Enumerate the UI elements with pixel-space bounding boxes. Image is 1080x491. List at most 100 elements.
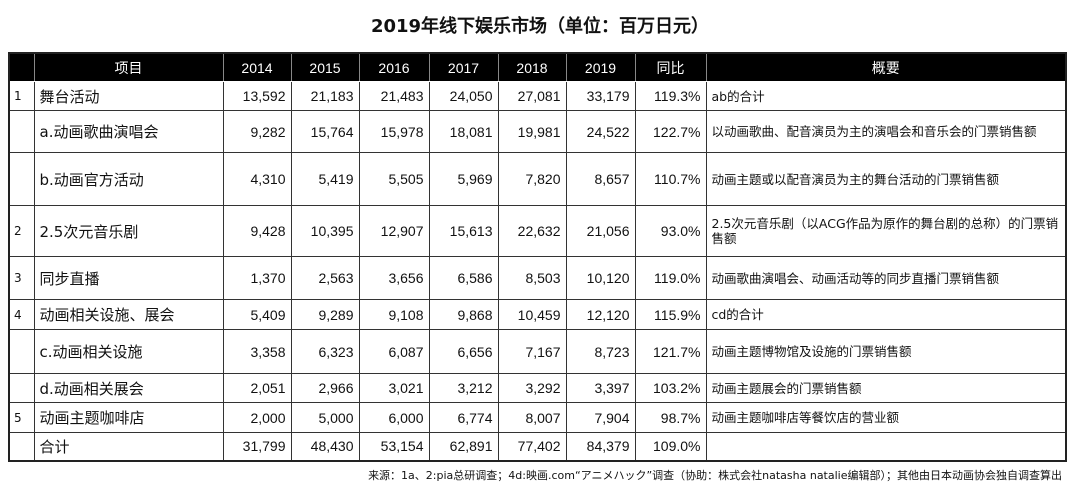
value-cell: 110.7% [634,152,707,206]
value-cell: 103.2% [634,373,707,403]
value-cell: 18,081 [428,110,499,153]
description: ab的合计 [705,81,1067,111]
row-index: 3 [8,256,35,300]
value-cell: 15,978 [358,110,430,153]
value-cell: 119.3% [634,81,707,111]
value-cell: 6,323 [290,329,360,374]
description: 以动画歌曲、配音演员为主的演唱会和音乐会的门票销售额 [705,110,1067,153]
value-cell: 8,723 [565,329,636,374]
item-name: d.动画相关展会 [33,373,224,403]
item-name: 动画主题咖啡店 [33,402,224,433]
value-cell: 21,183 [290,81,360,111]
column-header: 项目 [33,52,224,82]
value-cell: 8,007 [497,402,567,433]
description: cd的合计 [705,299,1067,330]
value-cell: 10,120 [565,256,636,300]
value-cell: 48,430 [290,432,360,461]
item-name: 同步直播 [33,256,224,300]
value-cell: 3,397 [565,373,636,403]
value-cell: 9,282 [222,110,292,153]
value-cell: 6,000 [358,402,430,433]
value-cell: 24,050 [428,81,499,111]
row-index: 5 [8,402,35,433]
table-row: 4 动画相关设施、展会 5,409 9,289 9,108 9,868 10,459 12,1… [8,299,1067,330]
value-cell: 5,969 [428,152,499,206]
value-cell: 122.7% [634,110,707,153]
value-cell: 109.0% [634,432,707,461]
value-cell: 3,358 [222,329,292,374]
value-cell: 6,774 [428,402,499,433]
value-cell: 5,505 [358,152,430,206]
value-cell: 7,167 [497,329,567,374]
value-cell: 8,657 [565,152,636,206]
row-index [8,329,35,374]
table-row: 合计 31,799 48,430 53,154 62,891 77,402 84,379 10… [8,432,1067,461]
description: 2.5次元音乐剧（以ACG作品为原作的舞台剧的总称）的门票销售额 [705,205,1067,257]
row-index: 4 [8,299,35,330]
market-table: 项目 2014 2015 2016 2017 2018 2019 同比 概要 1 舞台活动 13,5… [8,52,1067,462]
value-cell: 2,563 [290,256,360,300]
column-header [8,52,35,82]
value-cell: 13,592 [222,81,292,111]
value-cell: 53,154 [358,432,430,461]
column-header: 2014 [222,52,292,82]
value-cell: 84,379 [565,432,636,461]
row-index [8,373,35,403]
value-cell: 119.0% [634,256,707,300]
table-row: a.动画歌曲演唱会 9,282 15,764 15,978 18,081 19,981 24… [8,110,1067,153]
column-header: 2016 [358,52,430,82]
value-cell: 121.7% [634,329,707,374]
value-cell: 5,409 [222,299,292,330]
value-cell: 115.9% [634,299,707,330]
value-cell: 15,764 [290,110,360,153]
value-cell: 2,966 [290,373,360,403]
value-cell: 3,292 [497,373,567,403]
value-cell: 22,632 [497,205,567,257]
row-index [8,110,35,153]
value-cell: 21,483 [358,81,430,111]
column-header: 2018 [497,52,567,82]
table-row: 1 舞台活动 13,592 21,183 21,483 24,050 27,081 33,17… [8,81,1067,111]
description: 动画主题或以配音演员为主的舞台活动的门票销售额 [705,152,1067,206]
description: 动画主题咖啡店等餐饮店的营业额 [705,402,1067,433]
value-cell: 33,179 [565,81,636,111]
value-cell: 4,310 [222,152,292,206]
value-cell: 19,981 [497,110,567,153]
value-cell: 3,021 [358,373,430,403]
value-cell: 5,419 [290,152,360,206]
value-cell: 2,051 [222,373,292,403]
value-cell: 12,907 [358,205,430,257]
table-row: 3 同步直播 1,370 2,563 3,656 6,586 8,503 10,120 119.… [8,256,1067,300]
value-cell: 9,289 [290,299,360,330]
item-name: b.动画官方活动 [33,152,224,206]
value-cell: 7,904 [565,402,636,433]
value-cell: 8,503 [497,256,567,300]
value-cell: 6,087 [358,329,430,374]
value-cell: 3,656 [358,256,430,300]
value-cell: 1,370 [222,256,292,300]
column-header: 概要 [705,52,1067,82]
column-header: 2015 [290,52,360,82]
item-name: c.动画相关设施 [33,329,224,374]
value-cell: 7,820 [497,152,567,206]
item-name: 2.5次元音乐剧 [33,205,224,257]
value-cell: 2,000 [222,402,292,433]
table-row: d.动画相关展会 2,051 2,966 3,021 3,212 3,292 3,397 10… [8,373,1067,403]
item-name: 舞台活动 [33,81,224,111]
source-note: 来源：1a、2:pia总研调查；4d:映画.com“アニメハック”调查（协助：株… [368,469,1062,482]
value-cell: 93.0% [634,205,707,257]
table-row: 2 2.5次元音乐剧 9,428 10,395 12,907 15,613 22,632 21… [8,205,1067,257]
description [705,432,1067,461]
description: 动画主题展会的门票销售额 [705,373,1067,403]
column-header: 2019 [565,52,636,82]
value-cell: 6,586 [428,256,499,300]
column-header: 2017 [428,52,499,82]
table-row: b.动画官方活动 4,310 5,419 5,505 5,969 7,820 8,657 11… [8,152,1067,206]
row-index: 1 [8,81,35,111]
value-cell: 10,395 [290,205,360,257]
value-cell: 27,081 [497,81,567,111]
value-cell: 15,613 [428,205,499,257]
value-cell: 77,402 [497,432,567,461]
value-cell: 3,212 [428,373,499,403]
description: 动画歌曲演唱会、动画活动等的同步直播门票销售额 [705,256,1067,300]
